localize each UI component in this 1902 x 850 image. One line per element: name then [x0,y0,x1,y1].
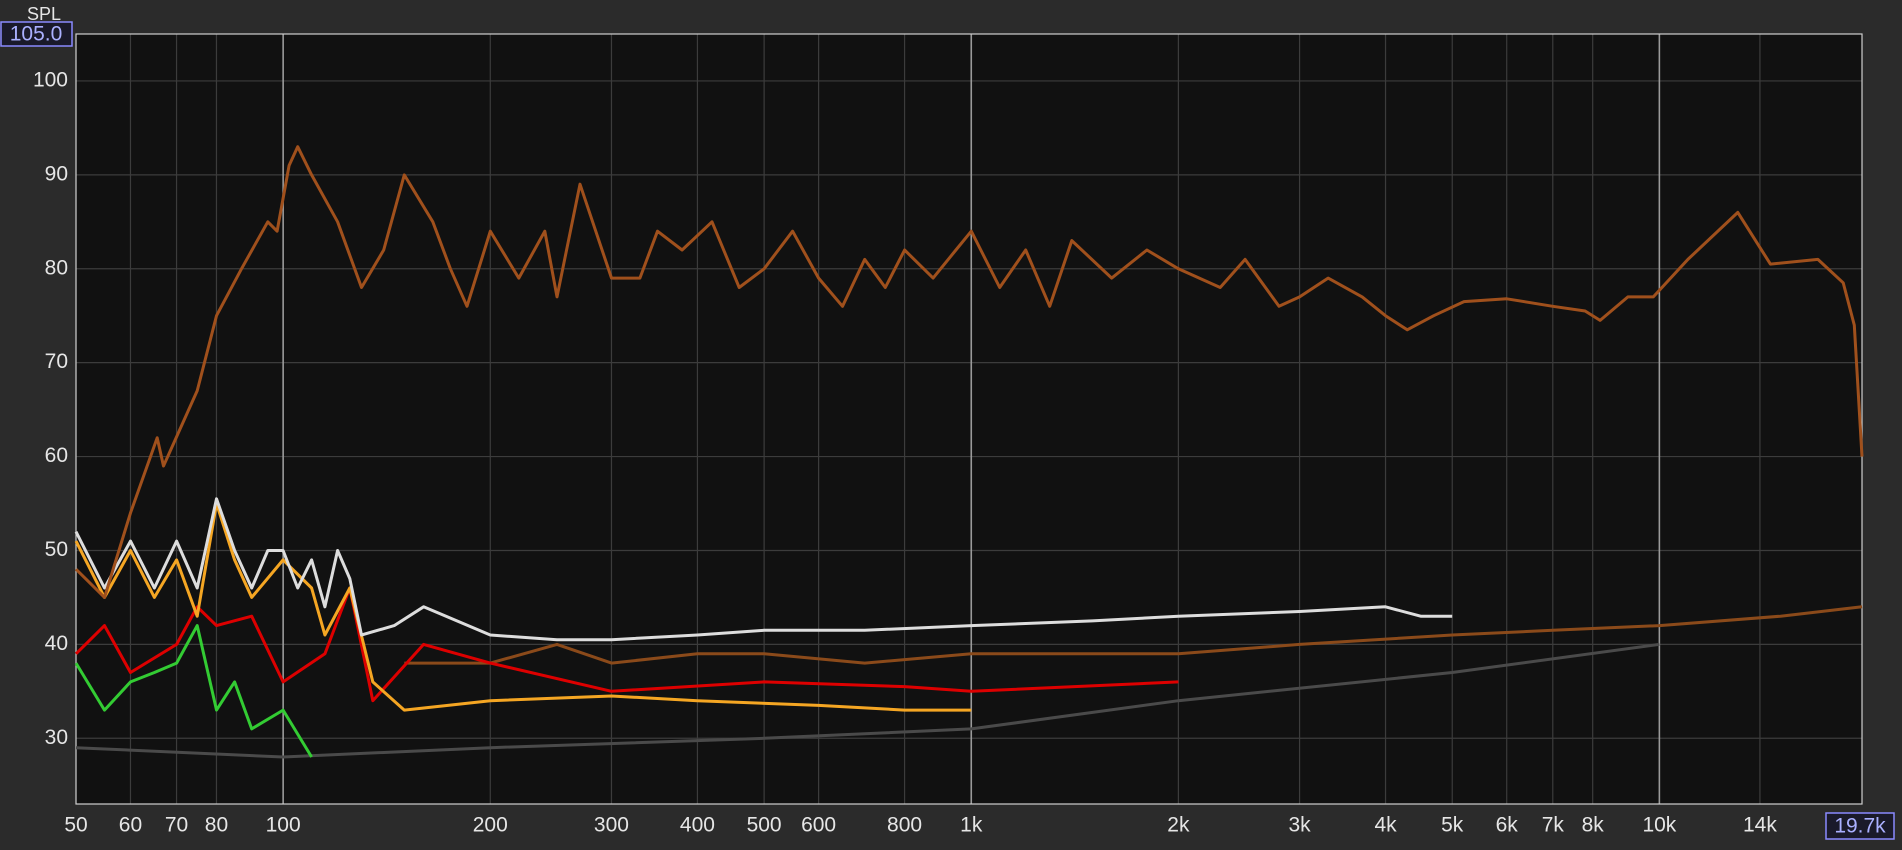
traces [74,145,1864,759]
trace-line [74,624,313,758]
trace-line [404,605,1863,665]
y-tick-label: 100 [33,68,68,91]
x-tick-label: 100 [266,814,301,837]
grid [75,33,1863,805]
trace-line [74,497,1453,642]
trace-line [75,642,1660,759]
trace-line [74,586,1179,703]
x-tick-label: 2k [1167,814,1190,837]
x-tick-label: 400 [680,814,715,837]
y-tick-label: 70 [45,350,68,373]
x-tick-label: 80 [205,814,228,837]
x-tick-label: 8k [1582,814,1605,837]
y-tick-label: 50 [45,538,68,561]
x-tick-label: 14k [1743,814,1777,837]
y-tick-label: 90 [45,162,68,185]
x-tick-label: 4k [1374,814,1397,837]
x-tick-label: 60 [119,814,142,837]
y-axis-label: SPL [27,4,61,24]
y-tick-label: 80 [45,256,68,279]
x-tick-label: 6k [1496,814,1519,837]
x-tick-label: 5k [1441,814,1464,837]
y-max-box[interactable] [0,21,73,47]
y-tick-label: 30 [45,726,68,749]
x-tick-label: 1k [960,814,983,837]
y-tick-label: 40 [45,632,68,655]
y-max-value[interactable]: 105.0 [10,23,63,46]
trace-line [74,145,1864,599]
trace-line [74,502,972,712]
plot-border [75,33,1863,805]
x-tick-label: 50 [64,814,87,837]
x-tick-label: 300 [594,814,629,837]
x-tick-label: 200 [473,814,508,837]
x-tick-label: 3k [1288,814,1311,837]
x-max-box[interactable] [1825,812,1895,840]
y-tick-label: 60 [45,444,68,467]
x-tick-label: 800 [887,814,922,837]
x-tick-label: 500 [747,814,782,837]
x-tick-label: 7k [1542,814,1565,837]
x-tick-label: 10k [1642,814,1676,837]
x-max-value[interactable]: 19.7k [1834,815,1886,838]
x-tick-label: 600 [801,814,836,837]
plot-area [76,34,1862,804]
x-tick-label: 70 [165,814,188,837]
